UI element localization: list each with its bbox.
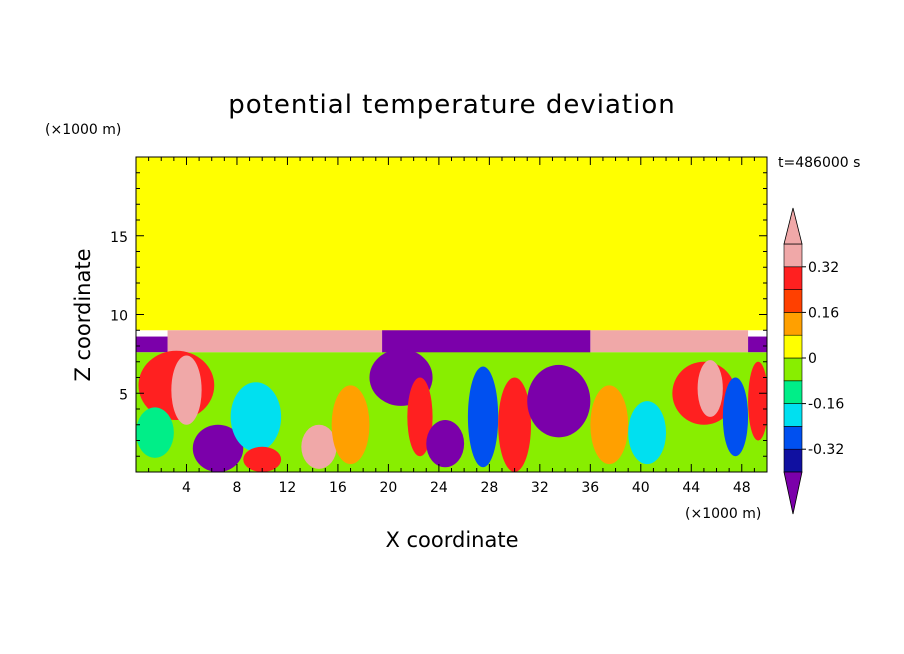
x-tick-label: 4 bbox=[182, 480, 191, 496]
colorbar-min-triangle bbox=[783, 471, 803, 515]
colorbar-swatch bbox=[783, 380, 803, 404]
colorbar-swatch bbox=[783, 403, 803, 427]
colorbar-max-triangle bbox=[783, 207, 803, 245]
contour-blob bbox=[628, 401, 667, 465]
contour-blob bbox=[426, 420, 465, 468]
contour-region bbox=[136, 336, 168, 353]
x-axis: 4 8 12 16 20 24 28 32 36 40 44 48 bbox=[148, 157, 755, 496]
y-tick-label: 5 bbox=[119, 387, 128, 403]
time-label: t=486000 s bbox=[778, 155, 860, 171]
contour-blob bbox=[527, 364, 591, 438]
colorbar-label: -0.16 bbox=[808, 397, 844, 413]
colorbar-label: 0.32 bbox=[808, 260, 839, 276]
contour-field bbox=[136, 157, 767, 472]
x-unit-label: (×1000 m) bbox=[685, 506, 761, 522]
y-tick-label: 15 bbox=[110, 230, 128, 246]
colorbar-label: -0.32 bbox=[808, 442, 844, 458]
y-tick-label: 10 bbox=[110, 309, 128, 325]
x-tick-label: 24 bbox=[430, 480, 448, 496]
contour-region bbox=[438, 212, 566, 331]
colorbar-label: 0.16 bbox=[808, 305, 839, 321]
colorbar-swatch bbox=[783, 266, 803, 290]
x-tick-label: 12 bbox=[279, 480, 297, 496]
contour-region bbox=[590, 330, 749, 353]
contour-region bbox=[167, 330, 383, 353]
contour-blob bbox=[136, 407, 174, 458]
contour-blob bbox=[171, 355, 202, 425]
x-tick-label: 8 bbox=[232, 480, 241, 496]
contour-blob bbox=[243, 446, 282, 472]
colorbar-swatch bbox=[783, 312, 803, 336]
x-tick-label: 20 bbox=[379, 480, 397, 496]
contour-blob bbox=[230, 382, 282, 452]
x-tick-label: 36 bbox=[581, 480, 599, 496]
colorbar-swatch bbox=[783, 243, 803, 268]
colorbar-swatch bbox=[783, 357, 803, 382]
colorbar-swatch bbox=[783, 426, 803, 450]
colorbar-swatch bbox=[783, 448, 803, 473]
contour-region bbox=[180, 164, 402, 331]
contour-region bbox=[748, 336, 767, 353]
contour-blob bbox=[697, 360, 723, 417]
contour-region bbox=[565, 160, 692, 331]
chart-title: potential temperature deviation bbox=[228, 90, 675, 120]
x-tick-label: 28 bbox=[480, 480, 498, 496]
contour-blob bbox=[192, 424, 244, 472]
x-tick-label: 48 bbox=[733, 480, 751, 496]
contour-blob bbox=[722, 377, 749, 457]
y-axis-label: Z coordinate bbox=[71, 248, 95, 381]
y-unit-label: (×1000 m) bbox=[45, 122, 121, 138]
x-tick-label: 44 bbox=[682, 480, 700, 496]
colorbar-swatch bbox=[783, 334, 803, 359]
contour-region bbox=[401, 204, 439, 331]
contour-blob bbox=[590, 385, 629, 465]
contour-region bbox=[382, 330, 591, 354]
x-tick-label: 40 bbox=[632, 480, 650, 496]
contour-blob bbox=[498, 377, 532, 472]
x-tick-label: 32 bbox=[531, 480, 549, 496]
y-axis: 5 10 15 bbox=[110, 172, 767, 457]
x-tick-label: 16 bbox=[329, 480, 347, 496]
colorbar-label: 0 bbox=[808, 351, 817, 367]
colorbar: 0.32 0.16 0 -0.16 -0.32 bbox=[783, 207, 844, 515]
contour-blob bbox=[331, 385, 370, 465]
colorbar-swatch bbox=[783, 289, 803, 313]
contour-blob bbox=[407, 377, 433, 457]
contour-blob bbox=[748, 361, 767, 441]
contour-blob bbox=[467, 366, 499, 468]
contour-blob bbox=[301, 424, 337, 469]
x-axis-label: X coordinate bbox=[385, 528, 518, 552]
